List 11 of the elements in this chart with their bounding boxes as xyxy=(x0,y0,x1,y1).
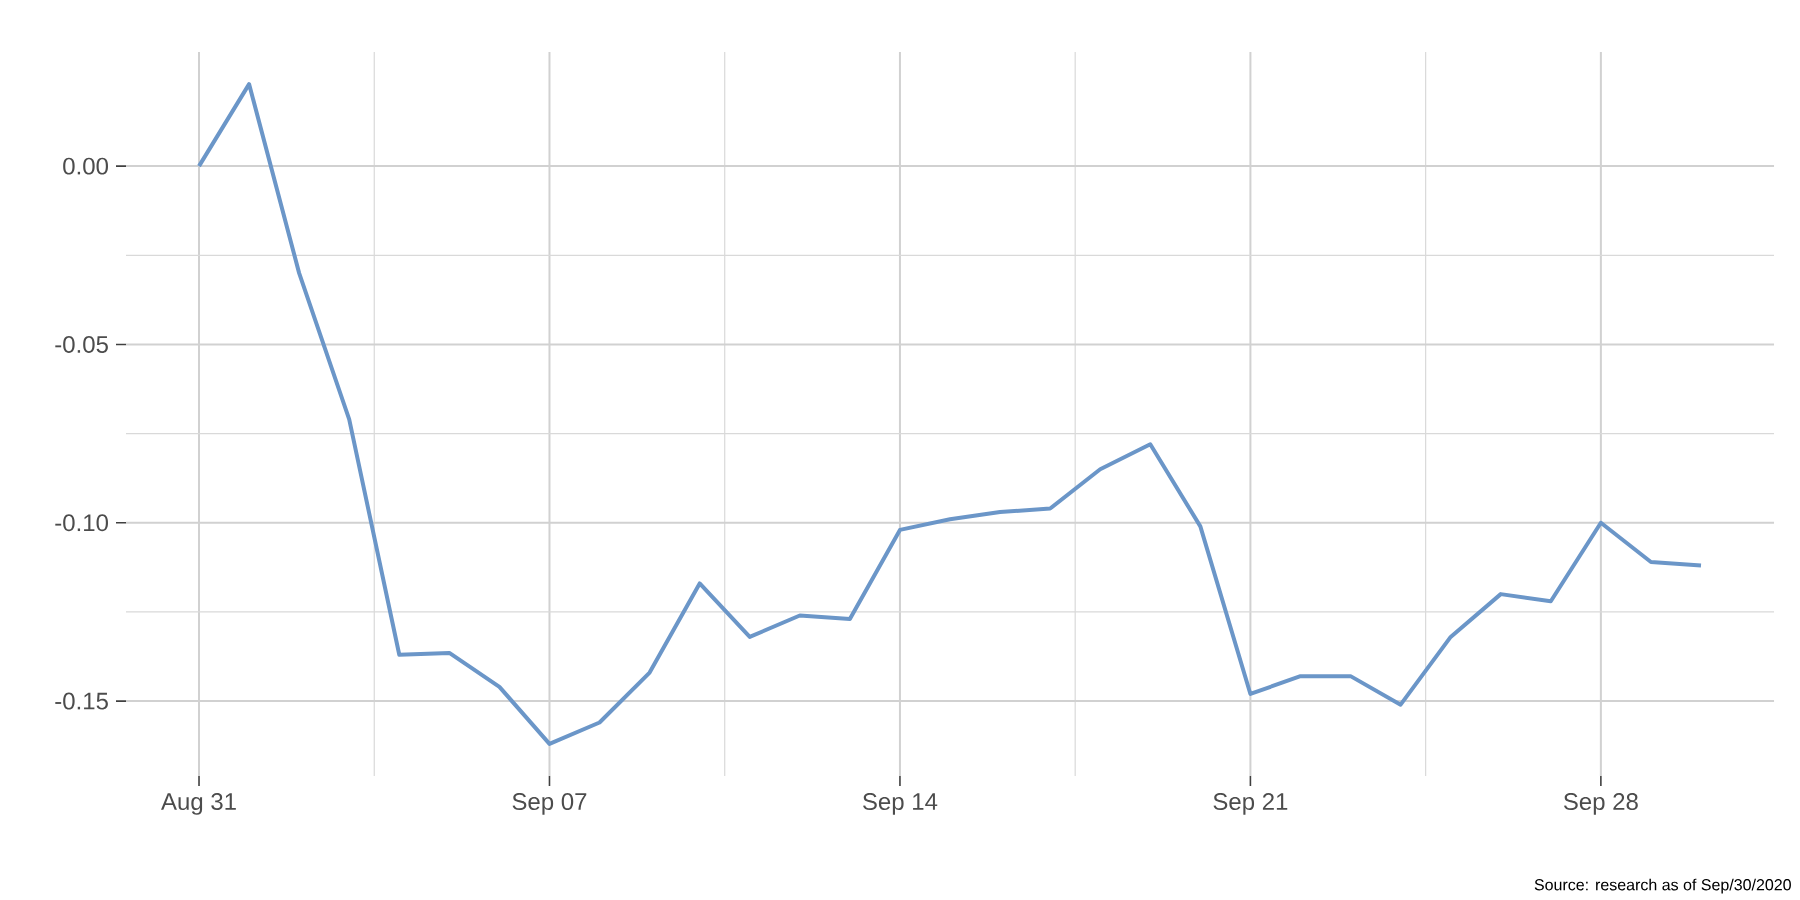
y-tick-label: 0.00 xyxy=(63,157,108,175)
y-tick-label: -0.05 xyxy=(55,335,108,353)
x-tick-label: Sep 07 xyxy=(512,793,587,815)
line-series xyxy=(197,82,1704,746)
x-tick-label: Sep 28 xyxy=(1563,793,1638,815)
y-tick-label: -0.15 xyxy=(55,692,108,710)
x-tick-label: Sep 14 xyxy=(863,793,938,815)
x-tick-label: Aug 31 xyxy=(161,793,236,815)
x-tick-label: Sep 21 xyxy=(1213,793,1288,815)
y-tick-label: -0.10 xyxy=(55,514,108,532)
source-note: Source: research as of Sep/30/2020 xyxy=(1534,878,1791,894)
